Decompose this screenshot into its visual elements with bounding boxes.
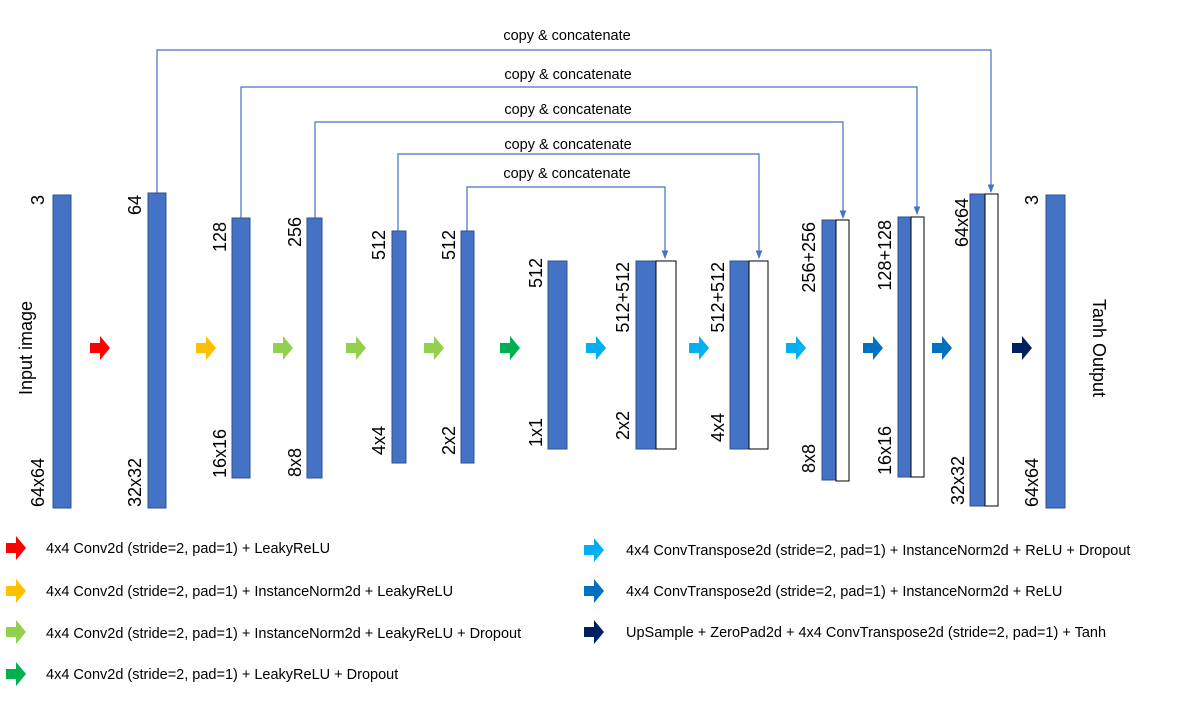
block-2-size: 32x32 [125,458,145,507]
arrow-navy-icon [1012,336,1032,360]
block-4-bar [306,217,323,479]
block-8-concat [655,260,677,450]
block-13-bar [1045,194,1066,509]
block-7-bar [547,260,568,450]
block-5-bar [391,230,407,464]
block-7-size: 1x1 [526,418,546,447]
legend-text: UpSample + ZeroPad2d + 4x4 ConvTranspose… [626,625,1106,641]
legend-item: 4x4 Conv2d (stride=2, pad=1) + LeakyReLU [6,536,330,560]
legend-text: 4x4 Conv2d (stride=2, pad=1) + LeakyReLU [46,541,330,557]
block-10-concat [835,219,850,482]
skip-connection-3 [314,121,847,219]
arrow-cyan-icon [586,336,606,360]
block-4-size: 8x8 [285,448,305,477]
flow-arrows [90,336,1032,360]
block-9-size: 4x4 [708,413,728,442]
block-11-concat [910,216,925,478]
block-11-bar [897,216,912,478]
block-13-channels: 3 [1022,195,1042,205]
skip-connection-5 [466,186,669,259]
legend-text: 4x4 Conv2d (stride=2, pad=1) + LeakyReLU… [46,667,398,683]
arrow-lightgreen-icon [273,336,293,360]
feature-blocks [52,192,1066,509]
arrow-cyan-icon [786,336,806,360]
arrow-blue-icon [863,336,883,360]
block-8-bar [635,260,657,450]
block-2-channels: 64 [125,195,145,215]
block-6-bar [460,230,475,464]
skip-connection-2 [240,86,921,218]
arrow-cyan-icon [689,336,709,360]
block-6-size: 2x2 [439,426,459,455]
block-11-size: 16x16 [875,426,895,475]
block-7-channels: 512 [526,258,546,288]
block-5-channels: 512 [369,230,389,260]
block-12-bar [969,193,986,507]
skip-label-5: copy & concatenate [503,166,630,182]
arrow-lightgreen-icon [6,620,26,644]
arrow-red-icon [90,336,110,360]
block-12-channels: 64x64 [952,198,972,247]
legend-item: 4x4 Conv2d (stride=2, pad=1) + InstanceN… [6,620,521,644]
skip-connection-1 [156,49,995,194]
legend: 4x4 Conv2d (stride=2, pad=1) + LeakyReLU… [6,536,1130,686]
skip-label-2: copy & concatenate [504,67,631,83]
arrow-green-icon [6,662,26,686]
legend-item: 4x4 Conv2d (stride=2, pad=1) + InstanceN… [6,579,453,603]
legend-text: 4x4 ConvTranspose2d (stride=2, pad=1) + … [626,543,1130,559]
block-5-size: 4x4 [369,426,389,455]
block-1-channels: 3 [28,195,48,205]
block-12-concat [984,193,999,507]
block-6-channels: 512 [439,230,459,260]
input-image-label: Input image [16,301,36,395]
legend-item: 4x4 ConvTranspose2d (stride=2, pad=1) + … [584,538,1130,562]
tanh-output-label: Tanh Output [1089,299,1109,397]
skip-label-3: copy & concatenate [504,102,631,118]
arrow-cyan-icon [584,538,604,562]
block-11-channels: 128+128 [875,220,895,291]
block-labels: 3 64x64 64 32x32 128 16x16 256 8x8 512 4… [28,195,1042,507]
skip-label-4: copy & concatenate [504,137,631,153]
arrow-green-icon [500,336,520,360]
block-4-channels: 256 [285,217,305,247]
arrow-navy-icon [584,620,604,644]
arrow-yellow-icon [196,336,216,360]
skip-labels: copy & concatenate copy & concatenate co… [503,28,631,182]
block-13-size: 64x64 [1022,458,1042,507]
legend-item: 4x4 ConvTranspose2d (stride=2, pad=1) + … [584,579,1062,603]
arrow-blue-icon [932,336,952,360]
block-8-size: 2x2 [613,411,633,440]
legend-text: 4x4 Conv2d (stride=2, pad=1) + InstanceN… [46,626,521,642]
block-10-size: 8x8 [799,444,819,473]
skip-connections [156,49,995,259]
block-10-bar [821,219,837,481]
arrow-lightgreen-icon [346,336,366,360]
legend-item: 4x4 Conv2d (stride=2, pad=1) + LeakyReLU… [6,662,398,686]
block-8-channels: 512+512 [613,262,633,333]
block-12-size: 32x32 [948,456,968,505]
legend-text: 4x4 Conv2d (stride=2, pad=1) + InstanceN… [46,584,453,600]
legend-text: 4x4 ConvTranspose2d (stride=2, pad=1) + … [626,584,1062,600]
arrow-blue-icon [584,579,604,603]
block-10-channels: 256+256 [799,222,819,293]
block-3-size: 16x16 [210,429,230,478]
arrow-lightgreen-icon [424,336,444,360]
legend-item: UpSample + ZeroPad2d + 4x4 ConvTranspose… [584,620,1106,644]
block-9-bar [729,260,750,450]
block-3-channels: 128 [210,222,230,252]
block-1-size: 64x64 [28,458,48,507]
block-1-bar [52,194,72,509]
arrow-yellow-icon [6,579,26,603]
skip-label-1: copy & concatenate [503,28,630,44]
block-9-concat [748,260,769,450]
block-2-bar [147,192,167,509]
arrow-red-icon [6,536,26,560]
skip-connection-4 [397,153,763,259]
block-9-channels: 512+512 [708,262,728,333]
block-3-bar [231,217,251,479]
